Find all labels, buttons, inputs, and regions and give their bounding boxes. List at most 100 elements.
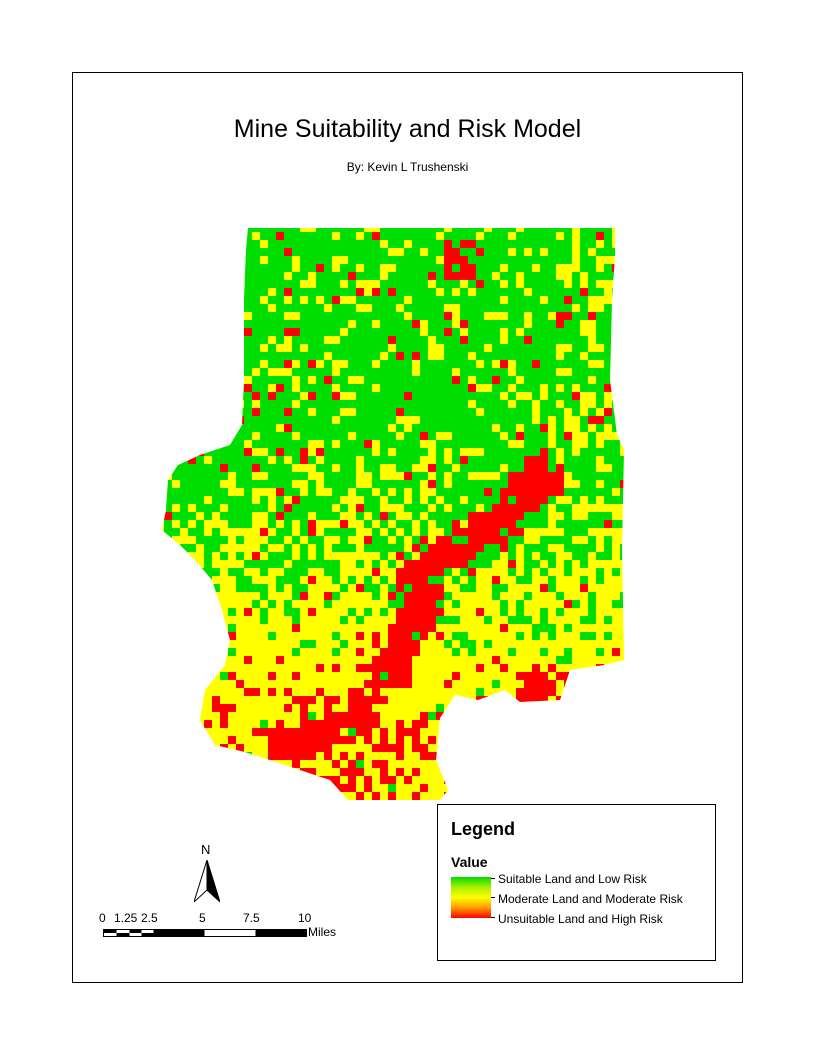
raster-cell [540,688,548,696]
raster-cell [604,240,612,248]
raster-cell [588,408,596,416]
raster-cell [180,232,188,240]
raster-cell [244,776,252,784]
raster-cell [268,320,276,328]
raster-cell [340,800,348,808]
raster-cell [492,656,500,664]
raster-cell [468,408,476,416]
raster-cell [300,496,308,504]
raster-cell [516,352,524,360]
raster-cell [540,336,548,344]
raster-cell [324,368,332,376]
raster-cell [348,728,356,736]
raster-cell [460,528,468,536]
raster-cell [612,760,620,768]
raster-cell [516,496,524,504]
raster-cell [548,328,556,336]
raster-cell [484,304,492,312]
raster-cell [428,328,436,336]
raster-cell [372,336,380,344]
map-layout-frame [72,72,743,983]
raster-cell [252,440,260,448]
raster-cell [332,720,340,728]
raster-cell [420,424,428,432]
raster-cell [212,344,220,352]
raster-cell [252,304,260,312]
raster-cell [500,624,508,632]
raster-cell [340,720,348,728]
raster-cell [284,360,292,368]
raster-cell [612,464,620,472]
raster-cell [188,288,196,296]
raster-cell [604,488,612,496]
raster-cell [260,480,268,488]
raster-cell [396,568,404,576]
raster-cell [500,496,508,504]
raster-cell [492,368,500,376]
raster-cell [316,368,324,376]
raster-cell [324,296,332,304]
raster-cell [460,504,468,512]
raster-cell [332,512,340,520]
raster-cell [236,504,244,512]
raster-cell [260,328,268,336]
raster-cell [188,512,196,520]
raster-cell [204,544,212,552]
raster-cell [572,288,580,296]
raster-cell [228,672,236,680]
raster-cell [396,376,404,384]
raster-cell [580,312,588,320]
raster-cell [188,488,196,496]
raster-cell [524,464,532,472]
raster-cell [516,368,524,376]
raster-cell [516,672,524,680]
raster-cell [572,784,580,792]
raster-cell [292,560,300,568]
raster-cell [500,408,508,416]
raster-cell [460,480,468,488]
raster-cell [468,392,476,400]
raster-cell [620,376,624,384]
raster-cell [220,800,228,808]
raster-cell [396,368,404,376]
raster-cell [300,752,308,760]
raster-cell [428,552,436,560]
raster-cell [572,768,580,776]
raster-cell [452,408,460,416]
raster-cell [492,232,500,240]
raster-cell [436,304,444,312]
raster-cell [580,264,588,272]
raster-cell [604,456,612,464]
raster-cell [580,792,588,800]
raster-cell [588,228,596,232]
raster-cell [436,400,444,408]
raster-cell [372,432,380,440]
scale-tick-label: 1.25 [114,911,138,925]
raster-cell [564,352,572,360]
raster-cell [484,704,492,712]
raster-cell [244,232,252,240]
raster-cell [572,552,580,560]
raster-cell [372,656,380,664]
raster-cell [164,384,172,392]
raster-cell [428,264,436,272]
raster-cell [396,768,404,776]
raster-cell [292,648,300,656]
raster-cell [212,264,220,272]
raster-cell [164,776,172,784]
raster-cell [260,376,268,384]
raster-cell [204,488,212,496]
raster-cell [380,696,388,704]
raster-cell [516,288,524,296]
raster-cell [292,304,300,312]
raster-cell [596,328,604,336]
raster-cell [540,624,548,632]
north-arrow-icon [194,860,220,903]
raster-cell [324,416,332,424]
raster-cell [252,776,260,784]
raster-cell [172,600,180,608]
raster-cell [308,744,316,752]
raster-cell [172,384,180,392]
raster-cell [620,776,624,784]
raster-cell [580,528,588,536]
